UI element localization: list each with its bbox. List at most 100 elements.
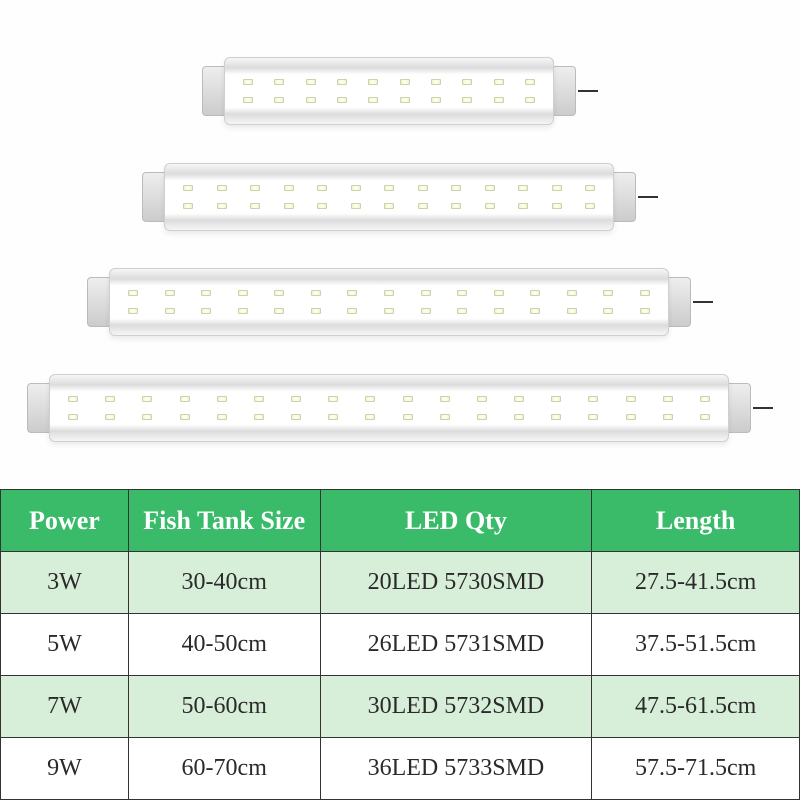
- led-chip-icon: [462, 97, 472, 103]
- led-light-bar: [202, 57, 598, 125]
- led-chip-icon: [403, 396, 413, 402]
- col-header-ledqty: LED Qty: [320, 490, 592, 552]
- table-row: 7W50-60cm30LED 5732SMD47.5-61.5cm: [1, 676, 800, 738]
- led-chip-icon: [347, 290, 357, 296]
- table-cell: 50-60cm: [128, 676, 320, 738]
- led-chip-icon: [365, 414, 375, 420]
- led-chip-icon: [105, 414, 115, 420]
- led-chip-icon: [274, 79, 284, 85]
- led-chip-icon: [243, 79, 253, 85]
- led-chip-icon: [274, 290, 284, 296]
- led-chip-icon: [440, 414, 450, 420]
- led-chip-icon: [347, 308, 357, 314]
- led-chip-icon: [700, 414, 710, 420]
- led-chip-icon: [142, 396, 152, 402]
- led-row: [183, 203, 595, 209]
- led-row: [68, 396, 710, 402]
- led-chip-icon: [337, 79, 347, 85]
- led-chip-icon: [603, 290, 613, 296]
- light-bar-body: [109, 268, 669, 336]
- led-chip-icon: [421, 308, 431, 314]
- led-chip-icon: [457, 290, 467, 296]
- led-chip-icon: [250, 185, 260, 191]
- led-chip-icon: [525, 97, 535, 103]
- led-chip-icon: [238, 308, 248, 314]
- led-chip-icon: [128, 308, 138, 314]
- led-chip-icon: [525, 79, 535, 85]
- led-chip-icon: [418, 203, 428, 209]
- led-chip-icon: [530, 308, 540, 314]
- led-chip-icon: [243, 97, 253, 103]
- led-chip-icon: [105, 396, 115, 402]
- led-chip-icon: [368, 79, 378, 85]
- led-chip-icon: [440, 396, 450, 402]
- led-chip-icon: [384, 203, 394, 209]
- table-cell: 5W: [1, 614, 129, 676]
- led-chip-icon: [311, 290, 321, 296]
- led-chip-icon: [311, 308, 321, 314]
- spec-table: Power Fish Tank Size LED Qty Length 3W30…: [0, 489, 800, 800]
- light-bar-body: [224, 57, 554, 125]
- led-chip-icon: [494, 79, 504, 85]
- led-chip-icon: [351, 203, 361, 209]
- led-chip-icon: [518, 203, 528, 209]
- table-cell: 37.5-51.5cm: [592, 614, 800, 676]
- led-chip-icon: [217, 414, 227, 420]
- led-chip-icon: [306, 97, 316, 103]
- led-chip-icon: [551, 414, 561, 420]
- led-chip-icon: [451, 185, 461, 191]
- table-cell: 30-40cm: [128, 552, 320, 614]
- table-cell: 40-50cm: [128, 614, 320, 676]
- light-bar-body: [164, 163, 614, 231]
- led-chip-icon: [284, 185, 294, 191]
- led-chip-icon: [640, 290, 650, 296]
- led-light-bar: [142, 163, 658, 231]
- led-chip-icon: [183, 185, 193, 191]
- led-chip-icon: [530, 290, 540, 296]
- led-chip-icon: [552, 203, 562, 209]
- led-row: [243, 79, 535, 85]
- led-chip-icon: [567, 308, 577, 314]
- led-chip-icon: [165, 290, 175, 296]
- led-chip-icon: [317, 185, 327, 191]
- led-chip-icon: [626, 396, 636, 402]
- led-chip-icon: [328, 396, 338, 402]
- table-row: 3W30-40cm20LED 5730SMD27.5-41.5cm: [1, 552, 800, 614]
- led-chip-icon: [400, 79, 410, 85]
- power-cord-icon: [753, 407, 773, 409]
- table-cell: 30LED 5732SMD: [320, 676, 592, 738]
- led-chip-icon: [457, 308, 467, 314]
- led-chip-icon: [477, 396, 487, 402]
- led-light-bar: [87, 268, 713, 336]
- led-chip-icon: [640, 308, 650, 314]
- power-cord-icon: [638, 196, 658, 198]
- power-cord-icon: [578, 90, 598, 92]
- led-chip-icon: [494, 308, 504, 314]
- led-chip-icon: [165, 308, 175, 314]
- col-header-power: Power: [1, 490, 129, 552]
- table-cell: 20LED 5730SMD: [320, 552, 592, 614]
- led-chip-icon: [485, 203, 495, 209]
- led-chip-icon: [201, 308, 211, 314]
- led-chip-icon: [421, 290, 431, 296]
- led-chip-icon: [451, 203, 461, 209]
- led-chip-icon: [552, 185, 562, 191]
- led-chip-icon: [217, 203, 227, 209]
- led-chip-icon: [238, 290, 248, 296]
- table-cell: 36LED 5733SMD: [320, 738, 592, 800]
- led-chip-icon: [274, 97, 284, 103]
- col-header-length: Length: [592, 490, 800, 552]
- led-chip-icon: [180, 396, 190, 402]
- led-chip-icon: [384, 308, 394, 314]
- led-row: [243, 97, 535, 103]
- led-chip-icon: [431, 97, 441, 103]
- table-cell: 57.5-71.5cm: [592, 738, 800, 800]
- led-chip-icon: [663, 396, 673, 402]
- led-chip-icon: [403, 414, 413, 420]
- led-chip-icon: [567, 290, 577, 296]
- led-chip-icon: [291, 414, 301, 420]
- led-chip-icon: [68, 396, 78, 402]
- led-chip-icon: [551, 396, 561, 402]
- power-cord-icon: [693, 301, 713, 303]
- led-chip-icon: [585, 185, 595, 191]
